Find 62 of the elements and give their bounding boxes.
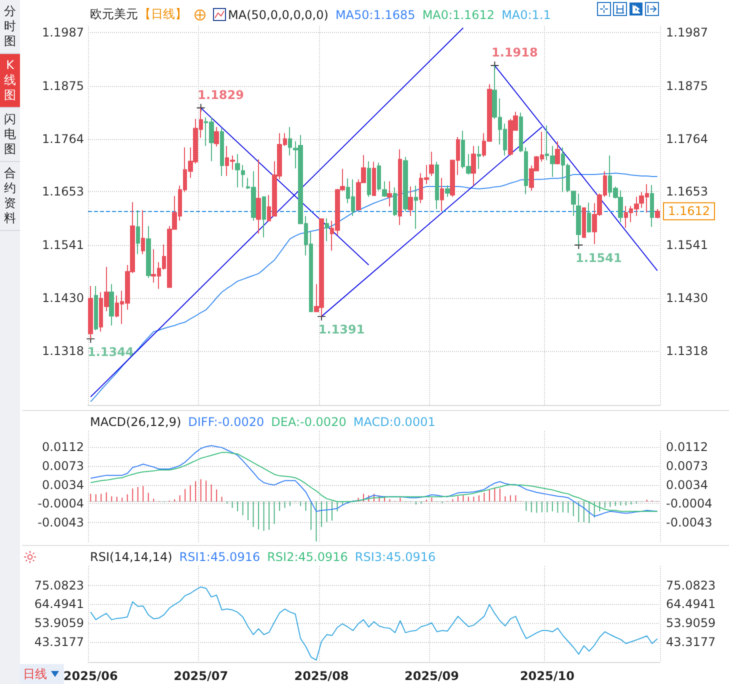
- y2-tick-label: 0.0112: [666, 440, 708, 454]
- text: 闪电图: [4, 112, 16, 157]
- y2-tick-label: 1.1653: [666, 184, 708, 199]
- y-tick-label: 1.1653: [42, 184, 84, 199]
- text: MA0:1.1612: [422, 8, 495, 22]
- text: MA(50,0,0,0,0,0): [228, 8, 328, 22]
- text: DIFF:-0.0020: [188, 415, 264, 429]
- y2-tick-label: 1.1318: [666, 344, 708, 358]
- y-tick-label: 1.1987: [42, 26, 84, 40]
- y-tick-label: 1.1541: [42, 238, 84, 252]
- y-tick-label: 43.3177: [34, 634, 84, 649]
- y-tick-label: -0.0004: [38, 496, 84, 511]
- y2-tick-label: 53.9059: [666, 616, 716, 630]
- text: RSI3:45.0916: [354, 550, 436, 564]
- x-tick-label: 2025/09: [404, 669, 459, 683]
- y-tick-label: 1.1764: [42, 132, 84, 146]
- text: MA50:1.1685: [335, 8, 416, 22]
- text: RSI2:45.0916: [267, 550, 348, 564]
- y-tick-label: 53.9059: [34, 616, 84, 630]
- y2-tick-label: 64.4941: [666, 597, 716, 612]
- y-tick-label: 0.0112: [42, 440, 84, 454]
- text: DEA:-0.0020: [271, 415, 346, 429]
- y-tick-label: 64.4941: [34, 597, 84, 612]
- y-tick-label: 1.1318: [42, 344, 84, 358]
- chart-title: RSI(14,14,14): [90, 550, 172, 564]
- y-tick-label: -0.0043: [38, 516, 84, 530]
- y2-tick-label: 0.0073: [666, 459, 708, 474]
- y2-tick-label: 75.0823: [666, 578, 716, 592]
- y2-tick-label: 1.1430: [666, 290, 708, 305]
- x-tick-label: 2025/06: [63, 669, 118, 683]
- chart-subtitle: 【日线】: [139, 6, 187, 23]
- data-label: 1.1829: [198, 88, 244, 102]
- text: K线图: [4, 58, 16, 103]
- y2-tick-label: 43.3177: [666, 634, 716, 649]
- x-tick-label: 2025/10: [520, 669, 574, 683]
- y-tick-label: 75.0823: [34, 578, 84, 592]
- data-label: 1.1344: [87, 344, 134, 359]
- chart-title: 欧元美元: [90, 6, 138, 23]
- y-tick-label: 0.0034: [42, 478, 84, 492]
- chart-title: MACD(26,12,9): [90, 415, 182, 429]
- y-tick-label: 1.1875: [42, 78, 84, 93]
- y2-tick-label: 0.0034: [666, 478, 708, 492]
- y2-tick-label: -0.0043: [666, 516, 712, 530]
- text: MA0:1.1: [502, 8, 551, 22]
- y2-tick-label: 1.1987: [666, 26, 708, 40]
- text: 分时图: [4, 4, 16, 49]
- data-label: 1.1541: [576, 251, 622, 266]
- data-label: 1.1391: [318, 322, 365, 336]
- ref-line-label: 1.1612: [668, 204, 710, 218]
- text: 合约资料: [4, 166, 16, 226]
- y2-tick-label: -0.0004: [666, 496, 712, 511]
- text: MACD:0.0001: [353, 415, 436, 429]
- y2-tick-label: 1.1764: [666, 132, 708, 146]
- text: RSI1:45.0916: [179, 550, 260, 564]
- y-tick-label: 0.0073: [42, 459, 84, 474]
- y2-tick-label: 1.1541: [666, 238, 708, 252]
- text: 日线: [23, 666, 47, 682]
- y-tick-label: 1.1430: [42, 290, 84, 305]
- x-tick-label: 2025/07: [174, 669, 228, 683]
- data-label: 1.1918: [492, 46, 538, 60]
- x-tick-label: 2025/08: [294, 669, 349, 683]
- y2-tick-label: 1.1875: [666, 78, 708, 93]
